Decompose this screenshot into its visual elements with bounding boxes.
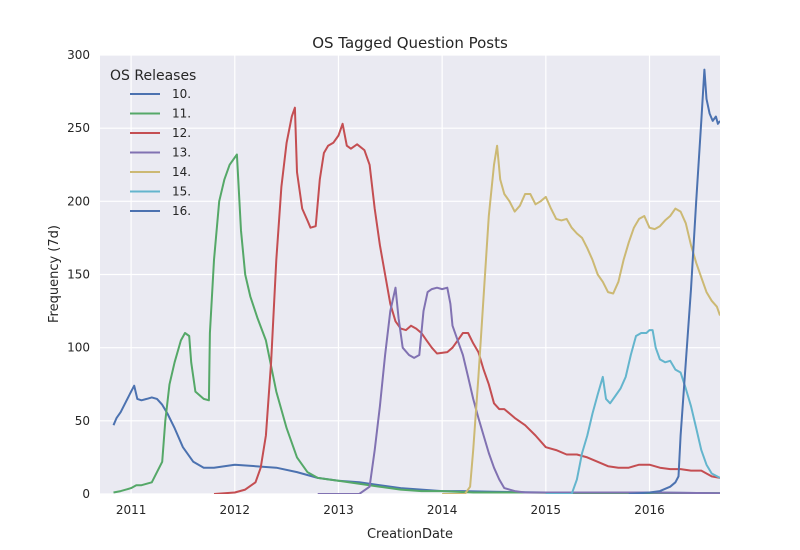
legend-title: OS Releases — [110, 68, 196, 84]
x-axis-label: CreationDate — [367, 527, 453, 542]
y-tick-label: 100 — [67, 341, 90, 355]
x-tick-label: 2016 — [634, 503, 665, 517]
y-axis-ticks: 0 50 100 150 200 250 300 — [67, 48, 90, 501]
y-tick-label: 200 — [67, 194, 90, 208]
legend: OS Releases 10. 11. 12. 13. 14. 15. 16. — [110, 68, 196, 218]
legend-label-3: 12. — [172, 126, 191, 140]
x-tick-label: 2015 — [531, 503, 562, 517]
y-tick-label: 150 — [67, 268, 90, 282]
legend-label-1: 10. — [172, 87, 191, 101]
series-layer — [112, 68, 720, 494]
y-tick-label: 0 — [82, 487, 90, 501]
y-axis-label: Frequency (7d) — [47, 225, 62, 323]
grid-lines — [100, 54, 720, 495]
series-line-7 — [628, 68, 720, 494]
x-tick-label: 2014 — [427, 503, 458, 517]
series-line-4 — [317, 286, 720, 494]
x-tick-label: 2012 — [220, 503, 251, 517]
series-line-2 — [113, 153, 720, 494]
legend-label-5: 14. — [172, 165, 191, 179]
y-tick-label: 50 — [75, 414, 90, 428]
series-line-5 — [442, 144, 720, 494]
legend-label-7: 16. — [172, 204, 191, 218]
series-line-6 — [545, 329, 720, 494]
x-axis-ticks: 2011 2012 2013 2014 2015 2016 — [116, 503, 665, 517]
y-tick-label: 300 — [67, 48, 90, 62]
legend-label-6: 15. — [172, 185, 191, 199]
legend-label-4: 13. — [172, 146, 191, 160]
x-tick-label: 2013 — [323, 503, 354, 517]
legend-label-2: 11. — [172, 107, 191, 121]
chart-title: OS Tagged Question Posts — [312, 34, 508, 52]
y-tick-label: 250 — [67, 121, 90, 135]
x-tick-label: 2011 — [116, 503, 147, 517]
